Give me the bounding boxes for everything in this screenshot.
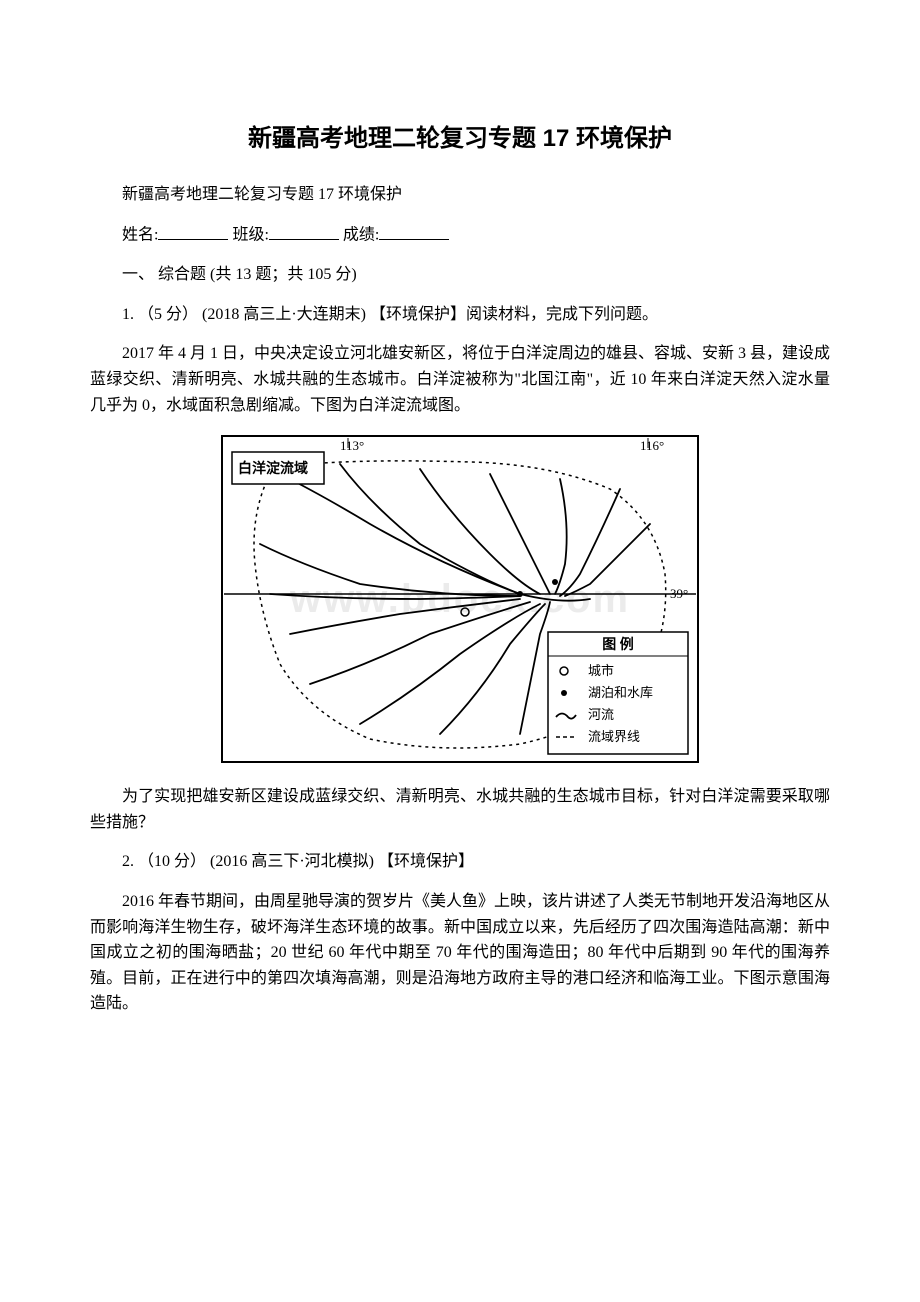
svg-text:湖泊和水库: 湖泊和水库: [588, 685, 653, 700]
baiyangdian-map: 113°116°39°白洋淀流域图 例城市湖泊和水库河流流域界线: [220, 434, 700, 764]
q2-stem: 2. （10 分） (2016 高三下·河北模拟) 【环境保护】: [90, 849, 830, 875]
class-blank[interactable]: [269, 222, 339, 240]
name-blank[interactable]: [158, 222, 228, 240]
svg-text:116°: 116°: [640, 438, 664, 453]
svg-text:113°: 113°: [340, 438, 364, 453]
svg-text:图 例: 图 例: [602, 636, 634, 653]
score-label: 成绩:: [343, 227, 379, 244]
svg-text:河流: 河流: [588, 707, 614, 722]
q1-stem: 1. （5 分） (2018 高三上·大连期末) 【环境保护】阅读材料，完成下列…: [90, 302, 830, 328]
page-title: 新疆高考地理二轮复习专题 17 环境保护: [90, 120, 830, 158]
subtitle-line: 新疆高考地理二轮复习专题 17 环境保护: [90, 182, 830, 208]
q2-body: 2016 年春节期间，由周星驰导演的贺岁片《美人鱼》上映，该片讲述了人类无节制地…: [90, 889, 830, 1017]
svg-text:流域界线: 流域界线: [588, 729, 640, 744]
q1-body: 2017 年 4 月 1 日，中央决定设立河北雄安新区，将位于白洋淀周边的雄县、…: [90, 341, 830, 418]
class-label: 班级:: [232, 227, 268, 244]
svg-text:白洋淀流域: 白洋淀流域: [238, 460, 308, 477]
student-info-row: 姓名: 班级: 成绩:: [90, 222, 830, 248]
section-header: 一、 综合题 (共 13 题；共 105 分): [90, 262, 830, 288]
map-figure-wrap: 113°116°39°白洋淀流域图 例城市湖泊和水库河流流域界线 www.bdo…: [90, 434, 830, 764]
svg-text:城市: 城市: [588, 663, 614, 678]
q1-prompt: 为了实现把雄安新区建设成蓝绿交织、清新明亮、水城共融的生态城市目标，针对白洋淀需…: [90, 784, 830, 835]
score-blank[interactable]: [379, 222, 449, 240]
name-label: 姓名:: [122, 227, 158, 244]
